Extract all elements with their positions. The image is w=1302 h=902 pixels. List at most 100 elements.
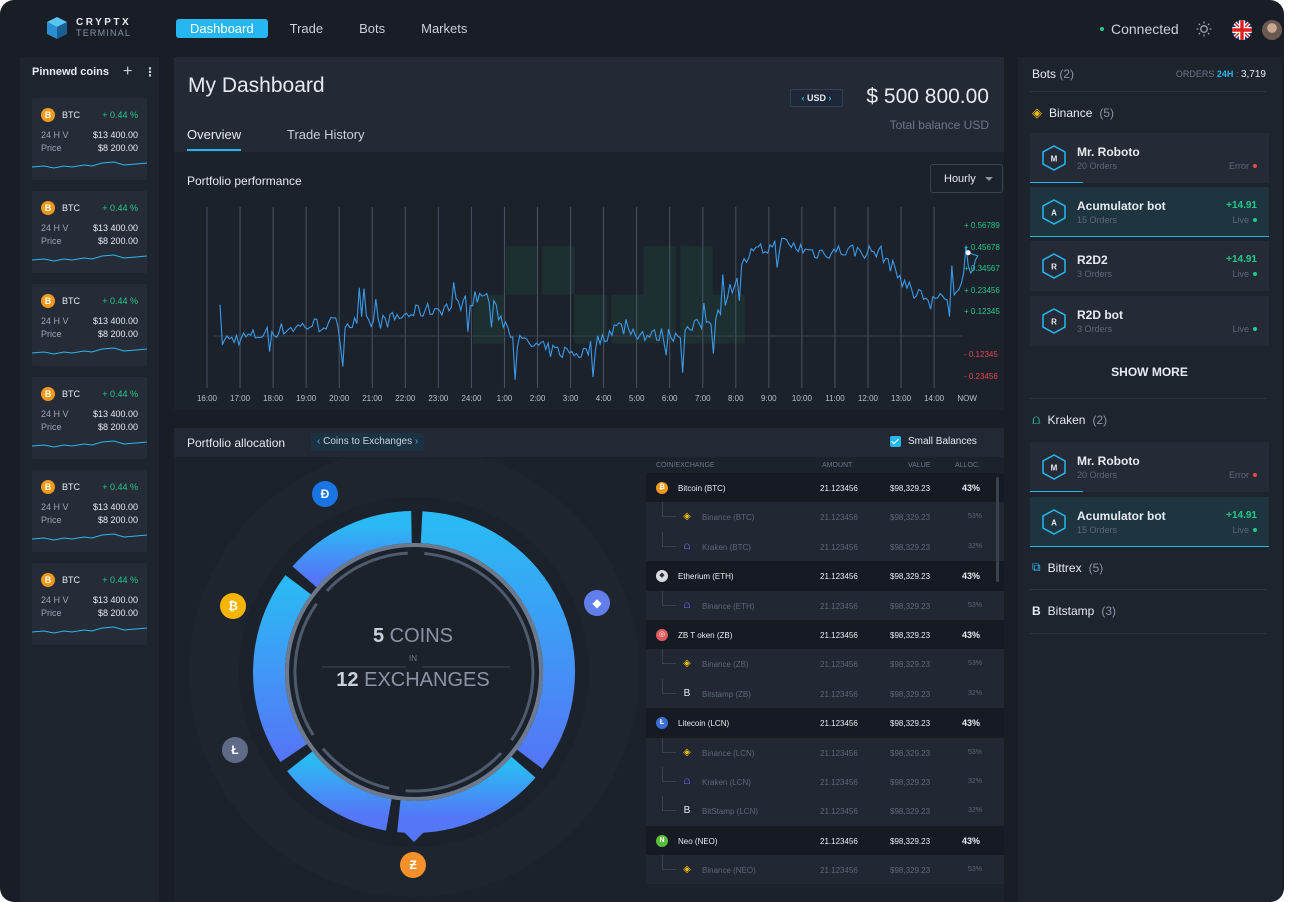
bot-orders: 20 Orders (1077, 161, 1118, 171)
ethereum-icon[interactable]: ◆ (584, 590, 610, 616)
pinned-coin-card[interactable]: B BTC + 0.44 % 24 H V $13 400.00 Price $8 200.… (32, 470, 147, 552)
tab-overview[interactable]: Overview (187, 127, 242, 142)
exchange-row[interactable]: ◈ Binance (ZB) 21.123456 $98,329.23 53% (646, 649, 1004, 679)
row-amount: 21.123456 (820, 866, 858, 876)
allocation-segment[interactable] (292, 511, 413, 588)
performance-chart[interactable]: 16:00 17:00 18:00 19:00 20:00 21:00 22:00 23:00… (174, 152, 1004, 410)
pinned-coin-card[interactable]: B BTC + 0.44 % 24 H V $13 400.00 Price $8 200.… (32, 563, 147, 645)
col-amount[interactable]: AMOUNT (822, 462, 853, 469)
bitcoin-icon[interactable]: ₿ (220, 593, 246, 619)
bot-card[interactable]: A Acumulator bot 15 Orders +14.91 Live (1030, 497, 1269, 547)
user-avatar[interactable] (1262, 20, 1282, 40)
pinned-coin-card[interactable]: B BTC + 0.44 % 24 H V $13 400.00 Price $8 200.… (32, 377, 147, 459)
allocation-segment[interactable] (397, 756, 536, 833)
allocation-summary: 5 COINS IN 12 EXCHANGES (313, 625, 513, 692)
tab-trade-history[interactable]: Trade History (287, 127, 365, 142)
pinned-coin-card[interactable]: B BTC + 0.44 % 24 H V $13 400.00 Price $8 200.… (32, 98, 147, 180)
bot-card[interactable]: M Mr. Roboto 20 Orders Error (1030, 442, 1269, 492)
dash-icon[interactable]: Đ (312, 481, 338, 507)
exchange-row[interactable]: B Bitstamp (ZB) 21.123456 $98,329.23 32% (646, 678, 1004, 709)
litecoin-icon[interactable]: Ł (222, 737, 248, 763)
row-alloc: 43% (962, 571, 981, 582)
plus-icon[interactable]: + (123, 63, 133, 80)
vertical-dots-icon[interactable]: ⋮ (144, 65, 156, 79)
exchange-row[interactable]: ⩍ Binance (ETH) 21.123456 $98,329.23 53% (646, 590, 1004, 620)
exchange-group-header[interactable]: ⩍ Kraken (2) (1032, 412, 1107, 428)
nav-dashboard[interactable]: Dashboard (176, 19, 268, 38)
row-amount: 21.123456 (820, 689, 858, 699)
page-title: My Dashboard (188, 74, 325, 97)
col-value[interactable]: VALUE (908, 462, 931, 469)
chevron-left-icon[interactable]: ‹ (801, 93, 805, 103)
checkbox-checked-icon[interactable] (890, 436, 901, 447)
y-tick-label: - 0.23456 (964, 372, 998, 381)
x-tick-label: 20:00 (329, 394, 350, 403)
small-balances-toggle[interactable]: Small Balances (890, 436, 977, 447)
row-alloc: 32% (968, 542, 983, 550)
bot-card[interactable]: M Mr. Roboto 20 Orders Error (1030, 133, 1269, 183)
row-value: $98,329.23 (890, 484, 931, 493)
bot-status: Error (1229, 161, 1257, 171)
coin-row[interactable]: ◎ ZB T oken (ZB) 21.123456 $98,329.23 43% (646, 619, 1004, 650)
exchange-row[interactable]: B BitStamp (LCN) 21.123456 $98,329.23 32% (646, 796, 1004, 826)
exchange-group-header[interactable]: ◈ Binance (5) (1032, 105, 1114, 121)
chevron-right-icon[interactable]: › (828, 93, 832, 103)
status-dot-icon (1253, 528, 1257, 532)
exchange-group-header[interactable]: ⧉ Bittrex (5) (1032, 560, 1103, 575)
nav-bots[interactable]: Bots (359, 21, 386, 36)
col-coin-exchange[interactable]: COIN/EXCHANGE (656, 462, 715, 469)
exchange-row[interactable]: ◈ Binance (NEO) 21.123456 $98,329.23 53% (646, 855, 1004, 885)
allocation-body: 5 COINS IN 12 EXCHANGES Đ ◆ ₿ Ł Ƶ COIN/E… (174, 447, 1004, 902)
row-name: BitStamp (LCN) (702, 807, 759, 817)
chevron-left-icon[interactable]: ‹ (317, 436, 321, 447)
show-more-button[interactable]: SHOW MORE (1111, 365, 1188, 379)
allocation-ring[interactable] (174, 447, 644, 902)
col-alloc[interactable]: ALLOC. (955, 462, 980, 469)
coin-symbol: BTC (62, 389, 80, 399)
coin-row[interactable]: ₿ Bitcoin (BTC) 21.123456 $98,329.23 43% (646, 473, 1004, 503)
bot-status-label: Live (1232, 215, 1249, 225)
chevron-right-icon[interactable]: › (414, 436, 419, 447)
table-scrollbar[interactable] (996, 477, 999, 582)
coin-row[interactable]: ◆ Etherium (ETH) 21.123456 $98,329.23 43% (646, 561, 1004, 591)
price-label: Price (41, 143, 62, 153)
exchange-row[interactable]: ⩍ Kraken (BTC) 21.123456 $98,329.23 32% (646, 531, 1004, 562)
pinned-coin-card[interactable]: B BTC + 0.44 % 24 H V $13 400.00 Price $8 200.… (32, 191, 147, 273)
bot-card[interactable]: R R2D bot 3 Orders Live (1030, 296, 1269, 346)
exchange-row[interactable]: ⩍ Kraken (LCN) 21.123456 $98,329.23 32% (646, 766, 1004, 797)
bitcoin-icon: B (41, 201, 55, 215)
allocation-segment[interactable] (253, 575, 312, 763)
currency-selector[interactable]: ‹ USD › (790, 89, 843, 107)
tree-connector (662, 766, 676, 782)
pinned-coin-card[interactable]: B BTC + 0.44 % 24 H V $13 400.00 Price $8 200.… (32, 284, 147, 366)
bot-card[interactable]: R R2D2 3 Orders +14.91 Live (1030, 241, 1269, 291)
bot-status: Live (1232, 269, 1257, 279)
exchange-row[interactable]: ◈ Binance (BTC) 21.123456 $98,329.23 53% (646, 502, 1004, 532)
exchange-name: Binance (1049, 106, 1093, 120)
coin-row[interactable]: N Neo (NEO) 21.123456 $98,329.23 43% (646, 825, 1004, 856)
allocation-mode-selector[interactable]: ‹ Coins to Exchanges › (311, 433, 425, 451)
row-alloc: 53% (968, 866, 983, 874)
row-alloc: 53% (968, 748, 983, 756)
allocation-segment[interactable] (420, 511, 575, 769)
exchange-group-header[interactable]: B Bitstamp (3) (1032, 604, 1116, 618)
volume-value: $13 400.00 (92, 316, 138, 326)
coin-row[interactable]: Ł Litecoin (LCN) 21.123456 $98,329.23 43% (646, 708, 1004, 738)
orders-value: 3,719 (1240, 69, 1266, 80)
interval-dropdown[interactable]: Hourly (930, 164, 1003, 193)
bot-card[interactable]: A Acumulator bot 15 Orders +14.91 Live (1030, 187, 1269, 237)
divider (1030, 398, 1266, 399)
y-tick-label: + 0.34567 (964, 264, 1000, 273)
coin-change: + 0.44 % (102, 575, 138, 585)
nav-trade[interactable]: Trade (289, 21, 324, 36)
nav-markets[interactable]: Markets (421, 21, 468, 36)
exchange-row[interactable]: ◈ Binance (LCN) 21.123456 $98,329.23 53% (646, 737, 1004, 767)
uk-flag-icon[interactable] (1232, 20, 1252, 40)
allocation-segment[interactable] (287, 751, 393, 831)
allocation-header: Portfolio allocation ‹ Coins to Exchange… (174, 428, 1004, 457)
theme-toggle-sun-icon[interactable] (1196, 21, 1212, 37)
kraken-icon: ⩍ (1032, 412, 1041, 427)
tree-connector (662, 502, 676, 518)
zcash-icon[interactable]: Ƶ (400, 852, 426, 878)
logo[interactable]: CRYPTX TERMINAL (46, 16, 131, 40)
